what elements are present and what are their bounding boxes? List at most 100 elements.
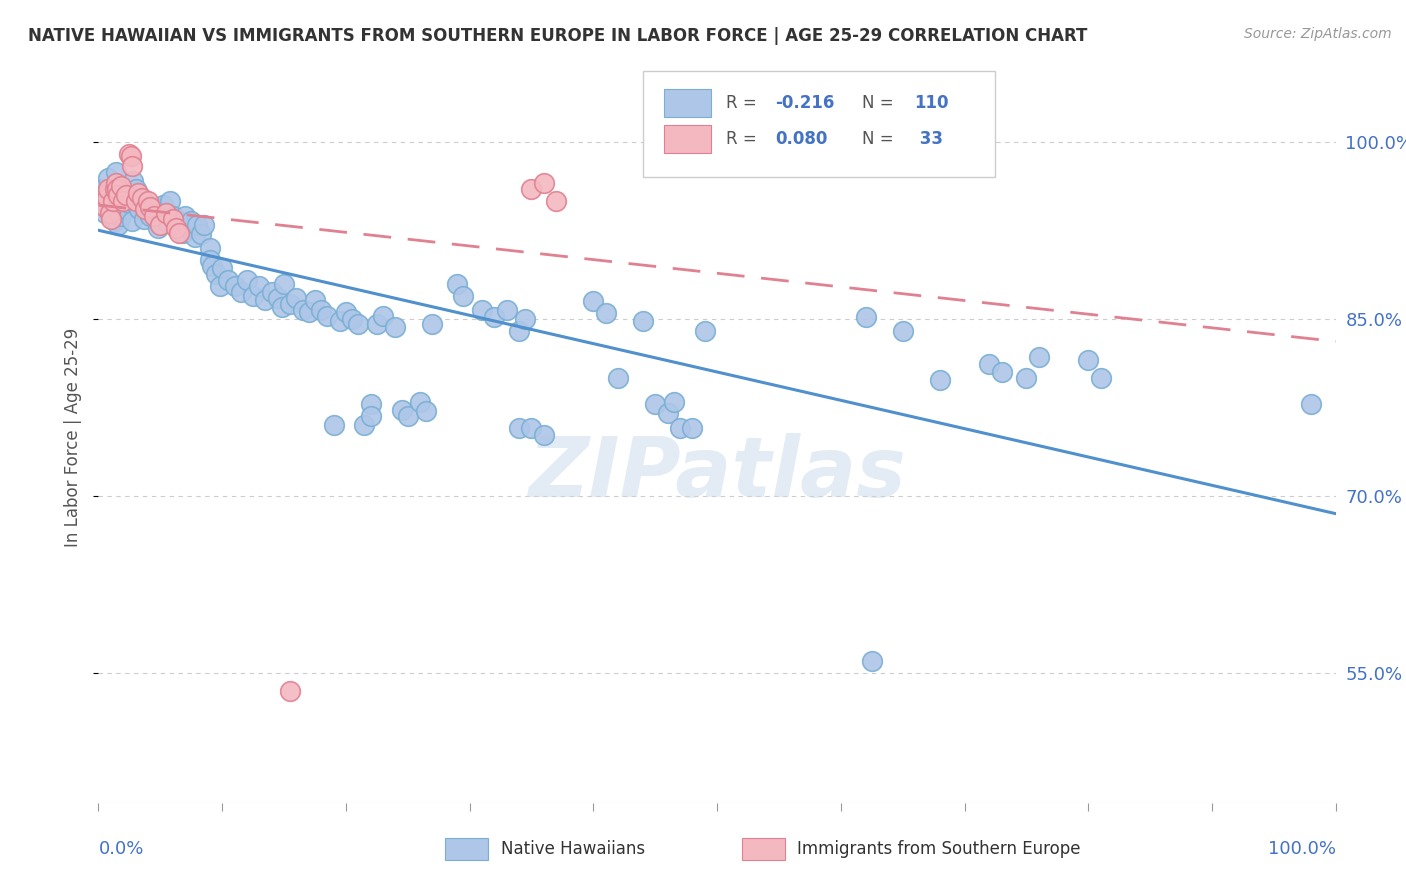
FancyBboxPatch shape — [444, 838, 488, 860]
Text: N =: N = — [862, 130, 898, 148]
Point — [97, 170, 120, 185]
Point — [260, 285, 283, 299]
Point — [928, 374, 950, 388]
Point — [131, 191, 153, 205]
Point — [515, 312, 537, 326]
Point — [162, 210, 184, 224]
Point — [360, 397, 382, 411]
Point — [110, 210, 132, 224]
Point — [180, 214, 202, 228]
Text: -0.216: -0.216 — [775, 94, 835, 112]
Point — [121, 214, 143, 228]
Point — [669, 420, 692, 434]
Point — [508, 420, 530, 434]
Point — [127, 200, 149, 214]
Point — [495, 302, 517, 317]
Text: R =: R = — [725, 130, 762, 148]
Point — [1299, 397, 1322, 411]
Point — [366, 317, 388, 331]
Text: NATIVE HAWAIIAN VS IMMIGRANTS FROM SOUTHERN EUROPE IN LABOR FORCE | AGE 25-29 CO: NATIVE HAWAIIAN VS IMMIGRANTS FROM SOUTH… — [28, 27, 1087, 45]
Point — [198, 241, 221, 255]
Text: 0.080: 0.080 — [775, 130, 828, 148]
Point — [335, 305, 357, 319]
Point — [121, 159, 143, 173]
Point — [322, 418, 344, 433]
FancyBboxPatch shape — [742, 838, 785, 860]
Point — [93, 182, 115, 196]
Point — [134, 211, 156, 226]
Point — [384, 320, 406, 334]
Point — [149, 206, 172, 220]
Point — [860, 654, 883, 668]
Point — [298, 305, 321, 319]
Point — [396, 409, 419, 423]
Point — [595, 306, 617, 320]
Point — [111, 188, 134, 202]
Point — [508, 324, 530, 338]
FancyBboxPatch shape — [643, 71, 995, 178]
Point — [146, 221, 169, 235]
Point — [98, 206, 121, 220]
Point — [112, 193, 135, 207]
Point — [270, 301, 292, 315]
Point — [103, 206, 125, 220]
Point — [172, 226, 194, 240]
Point — [142, 200, 165, 214]
Point — [122, 174, 145, 188]
Point — [162, 211, 184, 226]
Point — [316, 309, 339, 323]
Point — [242, 288, 264, 302]
Point — [165, 221, 187, 235]
Point — [97, 182, 120, 196]
Point — [254, 293, 277, 308]
Point — [104, 177, 127, 191]
Point — [224, 279, 246, 293]
Point — [607, 371, 630, 385]
Point — [155, 214, 177, 228]
Point — [208, 279, 231, 293]
Point — [136, 194, 159, 208]
Text: 0.0%: 0.0% — [98, 840, 143, 858]
Point — [285, 291, 308, 305]
Point — [94, 188, 117, 202]
Point — [533, 427, 555, 442]
Point — [353, 418, 375, 433]
Point — [103, 194, 125, 208]
Point — [533, 177, 555, 191]
Point — [96, 191, 118, 205]
Point — [1090, 371, 1112, 385]
Text: Native Hawaiians: Native Hawaiians — [501, 840, 645, 858]
Text: 100.0%: 100.0% — [1268, 840, 1336, 858]
Point — [167, 214, 190, 228]
Point — [101, 182, 124, 196]
Point — [415, 404, 437, 418]
Point — [159, 194, 181, 208]
Point — [136, 200, 159, 214]
Point — [105, 197, 128, 211]
Point — [422, 317, 444, 331]
Point — [1028, 350, 1050, 364]
Point — [371, 309, 394, 323]
Point — [291, 302, 314, 317]
Point — [471, 302, 494, 317]
Point — [267, 291, 290, 305]
Point — [453, 288, 475, 302]
Point — [118, 188, 141, 202]
Point — [124, 194, 146, 208]
Point — [103, 214, 125, 228]
Point — [120, 149, 142, 163]
Point — [94, 185, 117, 199]
FancyBboxPatch shape — [664, 126, 711, 153]
Point — [96, 196, 118, 211]
Point — [340, 312, 363, 326]
Point — [134, 202, 156, 217]
Point — [139, 210, 162, 224]
Point — [139, 200, 162, 214]
Point — [104, 164, 127, 178]
Point — [107, 218, 129, 232]
Point — [360, 409, 382, 423]
Point — [198, 253, 221, 268]
Point — [143, 210, 166, 224]
Text: 33: 33 — [914, 130, 943, 148]
Point — [100, 191, 122, 205]
